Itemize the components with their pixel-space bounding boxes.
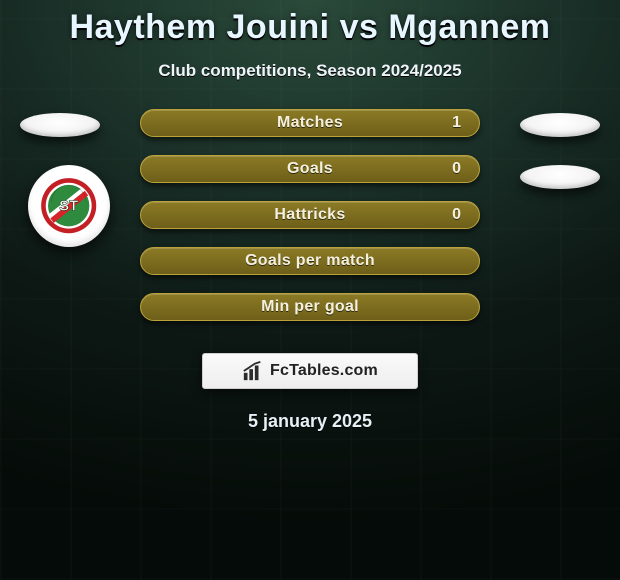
stat-pill-goals: Goals 0: [140, 155, 480, 183]
comparison-stage: ST Matches 1 Goals 0 Hattricks 0 Goals p…: [0, 109, 620, 339]
stat-pill-min-per-goal: Min per goal: [140, 293, 480, 321]
player-marker-right-1: [520, 113, 600, 137]
date-label: 5 january 2025: [0, 411, 620, 432]
stat-value: 1: [452, 114, 461, 132]
club-badge-icon: ST: [40, 177, 97, 234]
stat-value: 0: [452, 206, 461, 224]
stat-label: Goals: [287, 160, 333, 178]
player-marker-right-2: [520, 165, 600, 189]
stat-pill-goals-per-match: Goals per match: [140, 247, 480, 275]
player-left-club-badge: ST: [28, 165, 110, 247]
bar-chart-icon: [242, 360, 264, 382]
page-title: Haythem Jouini vs Mgannem: [0, 0, 620, 47]
stat-label: Matches: [277, 114, 343, 132]
stat-pill-matches: Matches 1: [140, 109, 480, 137]
stat-value: 0: [452, 160, 461, 178]
brand-text: FcTables.com: [270, 362, 378, 380]
stat-pill-list: Matches 1 Goals 0 Hattricks 0 Goals per …: [140, 109, 480, 321]
stat-pill-hattricks: Hattricks 0: [140, 201, 480, 229]
player-marker-left: [20, 113, 100, 137]
stat-label: Min per goal: [261, 298, 359, 316]
stat-label: Hattricks: [274, 206, 345, 224]
brand-badge: FcTables.com: [202, 353, 418, 389]
svg-text:ST: ST: [59, 198, 78, 215]
page-subtitle: Club competitions, Season 2024/2025: [0, 61, 620, 81]
stat-label: Goals per match: [245, 252, 375, 270]
